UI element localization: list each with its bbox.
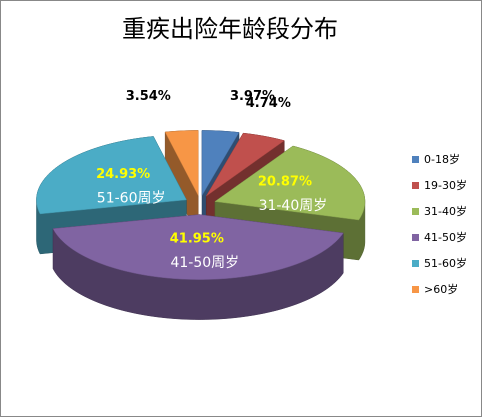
slice <box>52 214 344 280</box>
legend-swatch <box>412 260 419 267</box>
data-label: 4.74% <box>246 96 291 111</box>
legend-swatch <box>412 156 419 163</box>
data-label: 20.87% <box>258 174 312 189</box>
legend-swatch <box>412 208 419 215</box>
data-label: 41.95% <box>170 232 224 247</box>
legend-label: 31-40岁 <box>424 204 467 218</box>
data-label: 24.93% <box>96 167 150 182</box>
legend-swatch <box>412 286 419 293</box>
slice-label: 31-40周岁 <box>259 198 328 214</box>
slice <box>214 145 366 221</box>
slice <box>201 130 240 197</box>
legend-label: 0-18岁 <box>424 152 460 166</box>
slice <box>164 130 199 196</box>
legend-label: 41-50岁 <box>424 230 467 244</box>
slice-label: 41-50周岁 <box>170 255 239 271</box>
legend-swatch <box>412 182 419 189</box>
slice <box>36 136 187 215</box>
data-label: 3.97% <box>230 89 275 104</box>
chart-title: 重疾出险年龄段分布 <box>122 15 338 43</box>
legend-label: 51-60岁 <box>424 256 467 270</box>
legend-label: >60岁 <box>424 282 458 296</box>
legend-swatch <box>412 234 419 241</box>
slice-label: 51-60周岁 <box>97 190 166 206</box>
data-label: 3.54% <box>126 89 171 104</box>
slice <box>205 132 285 197</box>
legend-label: 19-30岁 <box>424 178 467 192</box>
